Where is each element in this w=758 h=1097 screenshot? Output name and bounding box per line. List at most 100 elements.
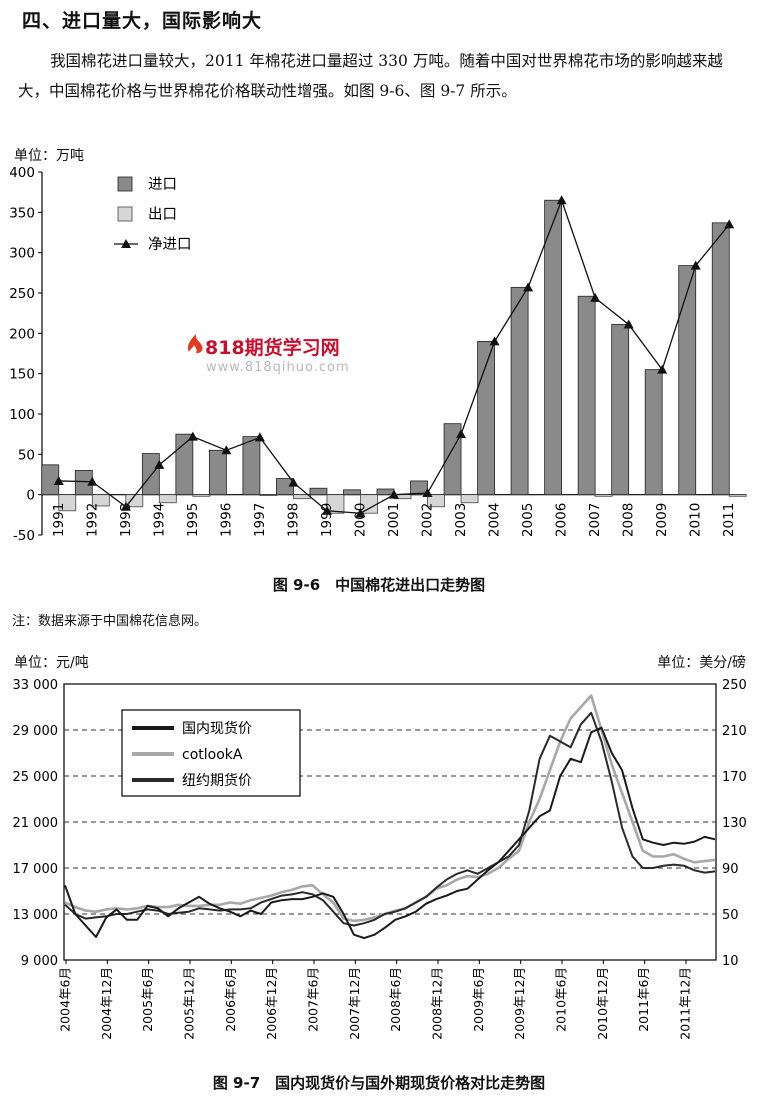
left-tick-label: 9 000 — [21, 954, 58, 969]
export-bar — [58, 494, 77, 512]
import-bar — [41, 464, 60, 496]
net-import-point — [590, 292, 601, 302]
net-import-point — [422, 488, 433, 498]
right-tick-label: 210 — [722, 724, 747, 739]
export-bar — [326, 494, 345, 514]
net-import-point — [724, 219, 735, 229]
x-tick-label: 1995 — [185, 503, 201, 537]
x-tick-label: 2009年6月 — [471, 967, 486, 1032]
y-tick-label: 150 — [9, 367, 35, 383]
import-bar — [477, 340, 495, 496]
import-bar — [242, 436, 261, 496]
x-tick-label: 2009 — [654, 503, 670, 537]
x-tick-label: 2001 — [386, 503, 402, 537]
export-bar — [427, 494, 445, 508]
net-import-point — [87, 476, 98, 486]
x-tick-label: 2007 — [587, 503, 603, 537]
net-import-point — [288, 477, 299, 487]
x-tick-label: 2011年12月 — [678, 967, 693, 1040]
import-bar — [611, 324, 630, 496]
x-tick-label: 2003 — [453, 503, 469, 537]
x-tick-label: 2008 — [621, 503, 637, 537]
legend-net-marker — [121, 239, 131, 248]
export-bar — [728, 494, 747, 497]
section-paragraph: 我国棉花进口量较大，2011 年棉花进口量超过 330 万吨。随着中国对世界棉花… — [18, 52, 723, 100]
x-tick-label: 1993 — [118, 503, 134, 537]
x-tick-label: 2007年6月 — [306, 967, 321, 1032]
net-import-point — [523, 282, 534, 292]
y-tick-label: 100 — [9, 407, 35, 423]
import-bar — [644, 369, 663, 496]
net-import-point — [53, 475, 64, 485]
import-bar — [343, 489, 361, 496]
right-tick-label: 250 — [722, 678, 747, 693]
chart1-unit-label: 单位：万吨 — [14, 148, 84, 164]
net-import-point — [690, 260, 701, 270]
right-tick-label: 130 — [722, 816, 747, 831]
left-tick-label: 17 000 — [13, 862, 59, 877]
x-tick-label: 2006年12月 — [264, 967, 279, 1040]
right-tick-label: 170 — [722, 770, 747, 785]
flame-logo-icon — [187, 334, 203, 354]
x-tick-label: 2000 — [352, 503, 368, 537]
x-tick-label: 2008年6月 — [388, 967, 403, 1032]
x-tick-label: 1998 — [285, 503, 301, 537]
x-tick-label: 2010年12月 — [595, 967, 610, 1040]
legend-label: cotlookA — [182, 747, 243, 763]
chart2-left-unit-label: 单位：元/吨 — [14, 655, 89, 671]
chart2-right-unit-label: 单位：美分/磅 — [657, 655, 746, 671]
x-tick-label: 1996 — [218, 503, 234, 537]
left-tick-label: 29 000 — [13, 724, 59, 739]
net-import-point — [321, 505, 332, 515]
legend-net-label: 净进口 — [148, 236, 192, 253]
watermark-title: 818期货学习网 — [205, 337, 340, 359]
x-tick-label: 2005年12月 — [182, 967, 197, 1040]
x-tick-label: 2005 — [520, 503, 536, 537]
export-bar — [594, 494, 613, 497]
export-bar — [158, 494, 177, 504]
import-bar — [510, 286, 529, 496]
net-import-point — [187, 431, 198, 441]
y-tick-label: -50 — [13, 528, 35, 544]
import-bar — [208, 449, 227, 496]
export-bar — [259, 494, 278, 496]
x-tick-label: 1992 — [84, 503, 100, 537]
net-import-point — [456, 429, 467, 439]
x-tick-label: 2010 — [688, 503, 704, 537]
net-import-point — [657, 364, 668, 374]
net-import-point — [221, 445, 232, 455]
x-tick-label: 2010年6月 — [554, 967, 569, 1032]
left-tick-label: 33 000 — [13, 678, 59, 693]
net-import-point — [623, 319, 634, 329]
x-tick-label: 2004 — [487, 503, 503, 537]
y-tick-label: 400 — [9, 165, 35, 181]
y-tick-label: 300 — [9, 246, 35, 262]
export-bar — [460, 494, 479, 504]
legend-label: 国内现货价 — [182, 720, 252, 737]
net-import-point — [254, 432, 265, 442]
export-bar — [192, 494, 211, 497]
x-tick-label: 2007年12月 — [347, 967, 362, 1040]
net-import-point — [489, 336, 500, 346]
y-tick-label: 350 — [9, 205, 35, 221]
x-tick-label: 1997 — [252, 503, 268, 537]
import-bar — [577, 295, 596, 496]
x-tick-label: 2006 — [554, 503, 570, 537]
x-tick-label: 2006年6月 — [223, 967, 238, 1032]
chart1-source-note: 注：数据来源于中国棉花信息网。 — [12, 614, 208, 629]
import-bar — [544, 199, 563, 496]
x-tick-label: 2004年12月 — [99, 967, 114, 1040]
price-comparison-chart: 33 000 29 000 25 000 21 000 17 000 13 000 9 00… — [13, 678, 747, 1040]
net-import-point — [556, 195, 567, 205]
legend-export-label: 出口 — [148, 206, 177, 223]
x-tick-label: 1994 — [151, 503, 167, 537]
x-tick-label: 1991 — [51, 503, 67, 537]
net-import-point — [120, 501, 131, 511]
legend-import-label: 进口 — [148, 176, 177, 193]
net-import-point — [154, 459, 165, 469]
import-export-chart: 400 350 300 250 200 150 100 50 0 -50 1991 1992 1993 1… — [9, 165, 747, 544]
import-bar — [175, 433, 194, 496]
legend-import-swatch — [117, 176, 133, 192]
import-bar — [376, 488, 395, 496]
right-tick-label: 50 — [722, 908, 739, 923]
